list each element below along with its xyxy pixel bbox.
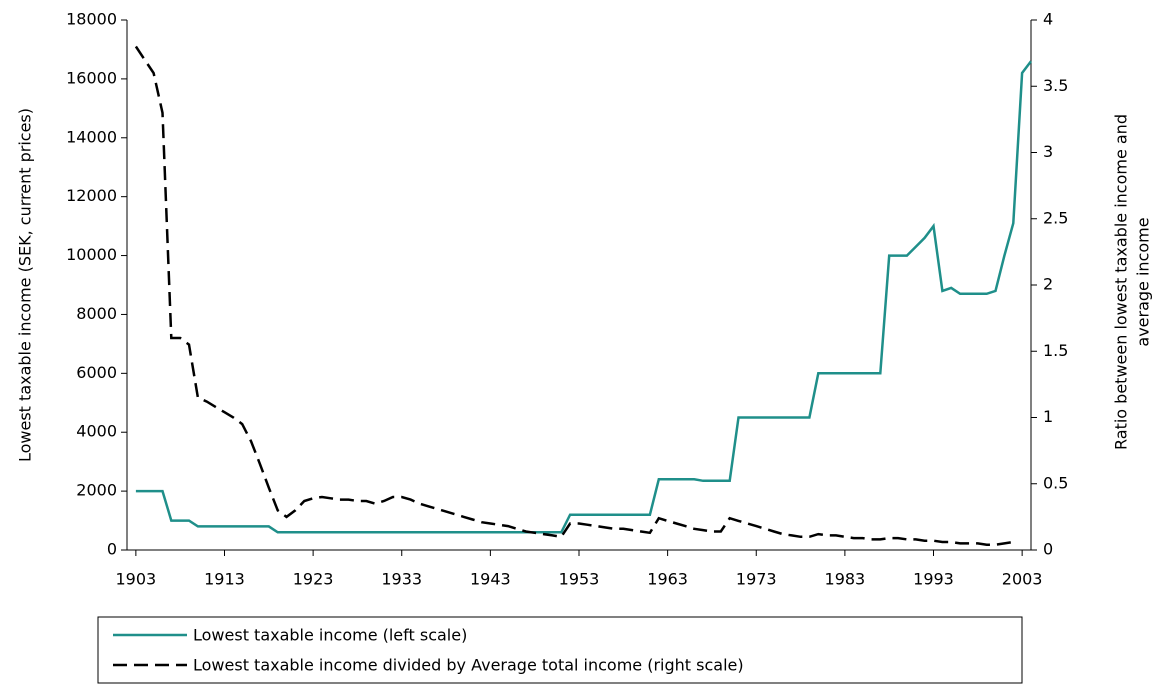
x-tick-label: 1973 xyxy=(736,570,777,589)
y-tick-label: 14000 xyxy=(66,127,117,146)
y2-tick-label: 2 xyxy=(1043,275,1053,294)
y2-tick-label: 3.5 xyxy=(1043,76,1068,95)
y2-tick-label: 1.5 xyxy=(1043,341,1068,360)
y-tick-label: 6000 xyxy=(76,363,117,382)
series-line xyxy=(134,45,1014,546)
series-line xyxy=(135,60,1032,534)
x-tick-label: 1903 xyxy=(116,570,157,589)
y-tick-label: 0 xyxy=(107,540,117,559)
y2-axis-label: average income xyxy=(1134,217,1153,346)
y-tick-label: 18000 xyxy=(66,10,117,29)
y2-tick-label: 1 xyxy=(1043,407,1053,426)
y2-tick-label: 4 xyxy=(1043,10,1053,29)
x-tick-label: 1913 xyxy=(204,570,245,589)
y2-axis-label: Ratio between lowest taxable income and xyxy=(1112,114,1131,450)
y-axis-label: Lowest taxable income (SEK, current pric… xyxy=(16,108,35,462)
legend-box xyxy=(97,616,1023,684)
y-tick-label: 10000 xyxy=(66,245,117,264)
y2-tick-label: 0 xyxy=(1043,540,1053,559)
x-tick-label: 1953 xyxy=(559,570,600,589)
y2-tick-label: 0.5 xyxy=(1043,473,1068,492)
x-tick-label: 2003 xyxy=(1002,570,1043,589)
y-tick-label: 2000 xyxy=(76,481,117,500)
x-tick-label: 1943 xyxy=(470,570,511,589)
y2-tick-label: 3 xyxy=(1043,142,1053,161)
x-tick-label: 1993 xyxy=(913,570,954,589)
x-tick-label: 1933 xyxy=(381,570,422,589)
y-tick-label: 8000 xyxy=(76,304,117,323)
x-tick-label: 1963 xyxy=(647,570,688,589)
y2-tick-label: 2.5 xyxy=(1043,208,1068,227)
legend-label: Lowest taxable income divided by Average… xyxy=(193,656,744,675)
legend-label: Lowest taxable income (left scale) xyxy=(193,626,467,645)
x-tick-label: 1923 xyxy=(293,570,334,589)
y-tick-label: 16000 xyxy=(66,68,117,87)
x-tick-label: 1983 xyxy=(825,570,866,589)
y-tick-label: 4000 xyxy=(76,422,117,441)
y-tick-label: 12000 xyxy=(66,186,117,205)
